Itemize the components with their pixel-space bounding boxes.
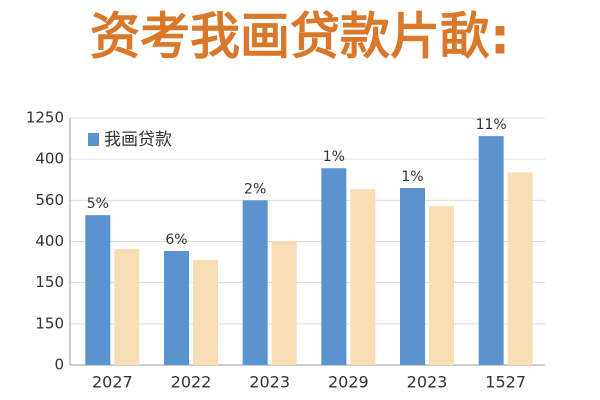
bar — [271, 241, 297, 365]
bar — [321, 168, 347, 365]
x-tick-label: 2023 — [407, 373, 448, 392]
bar-annotation: 5% — [87, 196, 109, 212]
y-tick-label: 400 — [35, 150, 64, 168]
bar — [114, 248, 140, 365]
bar — [164, 250, 189, 365]
x-tick-label: 1527 — [485, 373, 526, 392]
bar — [350, 189, 376, 365]
bar-annotation: 11% — [476, 117, 507, 133]
y-tick-label: 560 — [35, 191, 64, 209]
x-tick-label: 2027 — [92, 373, 133, 392]
bar — [429, 206, 454, 365]
y-tick-label: 150 — [35, 273, 64, 291]
y-tick-label: 1250 — [26, 109, 64, 127]
bar-annotation: 1% — [401, 169, 423, 185]
x-tick-label: 2029 — [328, 373, 369, 392]
legend-swatch — [88, 133, 99, 146]
bar-annotation: 2% — [244, 181, 266, 197]
x-tick-label: 2022 — [171, 373, 212, 392]
bar — [478, 136, 504, 365]
bar — [242, 200, 268, 365]
bar-annotation: 6% — [165, 232, 187, 248]
bar — [85, 215, 111, 365]
y-tick-label: 400 — [35, 232, 64, 250]
bar-annotation: 1% — [323, 149, 345, 165]
bar — [400, 187, 425, 365]
legend-label: 我画贷款 — [104, 130, 172, 150]
chart-title: 资考我画贷款片歃: — [90, 8, 510, 66]
y-tick-label: 150 — [35, 314, 64, 332]
x-tick-label: 2023 — [249, 373, 290, 392]
bar — [193, 260, 218, 365]
bar — [507, 172, 533, 365]
y-tick-label: 0 — [54, 356, 64, 374]
